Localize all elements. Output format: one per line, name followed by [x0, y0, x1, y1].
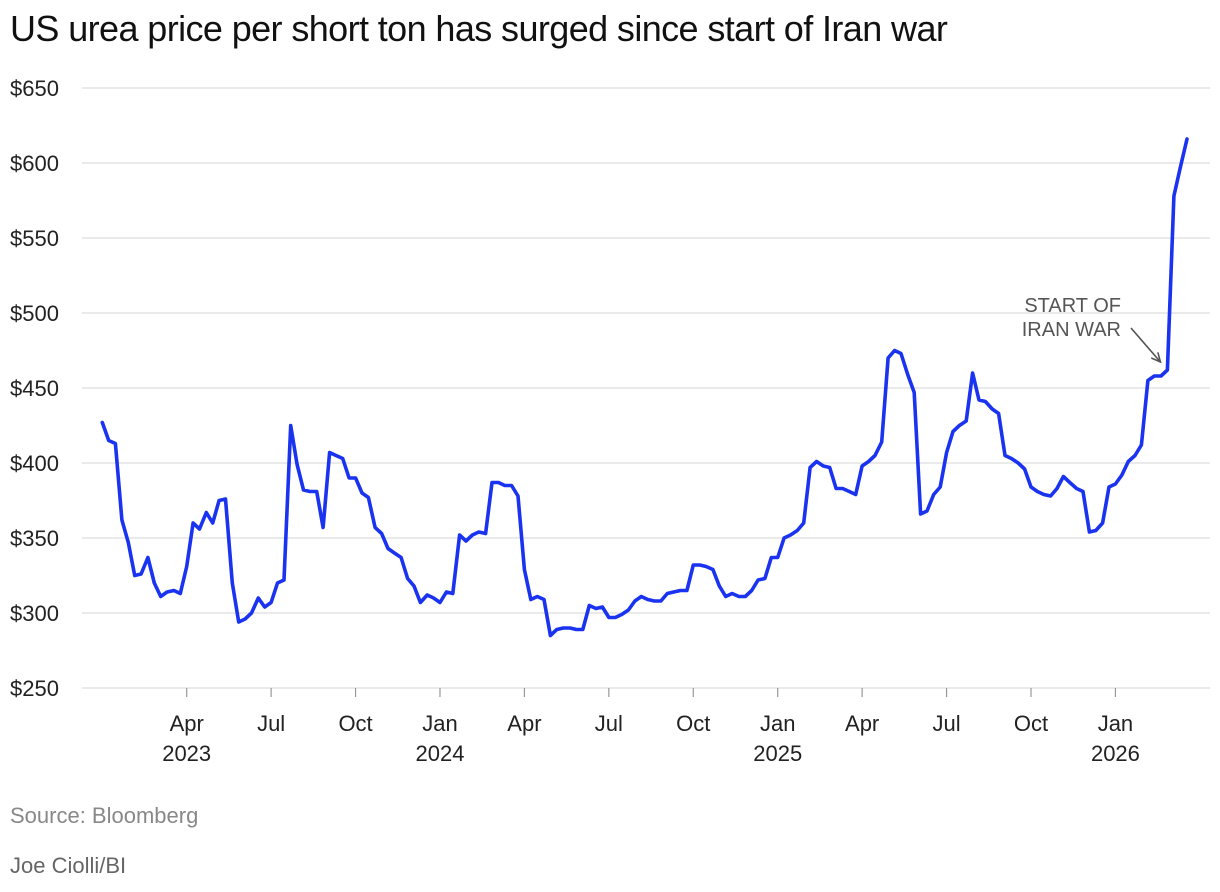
- y-tick-label: $400: [10, 451, 59, 476]
- y-tick-label: $600: [10, 151, 59, 176]
- y-tick-label: $250: [10, 676, 59, 701]
- annotation-text: START OF: [1024, 295, 1121, 317]
- x-tick-label: Apr: [845, 711, 879, 736]
- annotation-arrow-line: [1130, 327, 1162, 363]
- x-tick-label: Jul: [933, 711, 961, 736]
- x-tick-label: Jul: [595, 711, 623, 736]
- x-tick-label: Oct: [676, 711, 710, 736]
- x-tick-label: Apr: [507, 711, 541, 736]
- gridlines: [82, 87, 1210, 689]
- x-tick-label: Jul: [257, 711, 285, 736]
- y-axis-ticks: $250 $300 $350 $400 $450 $500 $550 $600 $650: [10, 76, 59, 701]
- x-tick-label: Apr: [170, 711, 204, 736]
- y-tick-label: $500: [10, 301, 59, 326]
- x-tick-year-label: 2025: [753, 741, 802, 766]
- y-tick-label: $300: [10, 601, 59, 626]
- x-tick-year-label: 2024: [416, 741, 465, 766]
- source-note: Source: Bloomberg: [10, 803, 199, 828]
- x-tick-year-label: 2026: [1091, 741, 1140, 766]
- x-axis-ticks: Apr 2023 Jul Oct Jan 2024 Apr Jul Oct Jan 2025 Apr J…: [162, 688, 1140, 766]
- y-tick-label: $550: [10, 226, 59, 251]
- series-group: [100, 137, 1189, 638]
- price-line: [100, 137, 1189, 638]
- x-tick-label: Oct: [338, 711, 372, 736]
- y-tick-label: $350: [10, 526, 59, 551]
- annotation-text: IRAN WAR: [1022, 319, 1121, 341]
- x-tick-label: Oct: [1014, 711, 1048, 736]
- x-tick-year-label: 2023: [162, 741, 211, 766]
- x-tick-label: Jan: [422, 711, 457, 736]
- y-tick-label: $650: [10, 76, 59, 101]
- annotation-arrow-head: [1150, 352, 1162, 364]
- x-tick-label: Jan: [760, 711, 795, 736]
- x-tick-label: Jan: [1098, 711, 1133, 736]
- chart-title: US urea price per short ton has surged s…: [10, 8, 948, 49]
- y-tick-label: $450: [10, 376, 59, 401]
- author-credit: Joe Ciolli/BI: [10, 853, 127, 878]
